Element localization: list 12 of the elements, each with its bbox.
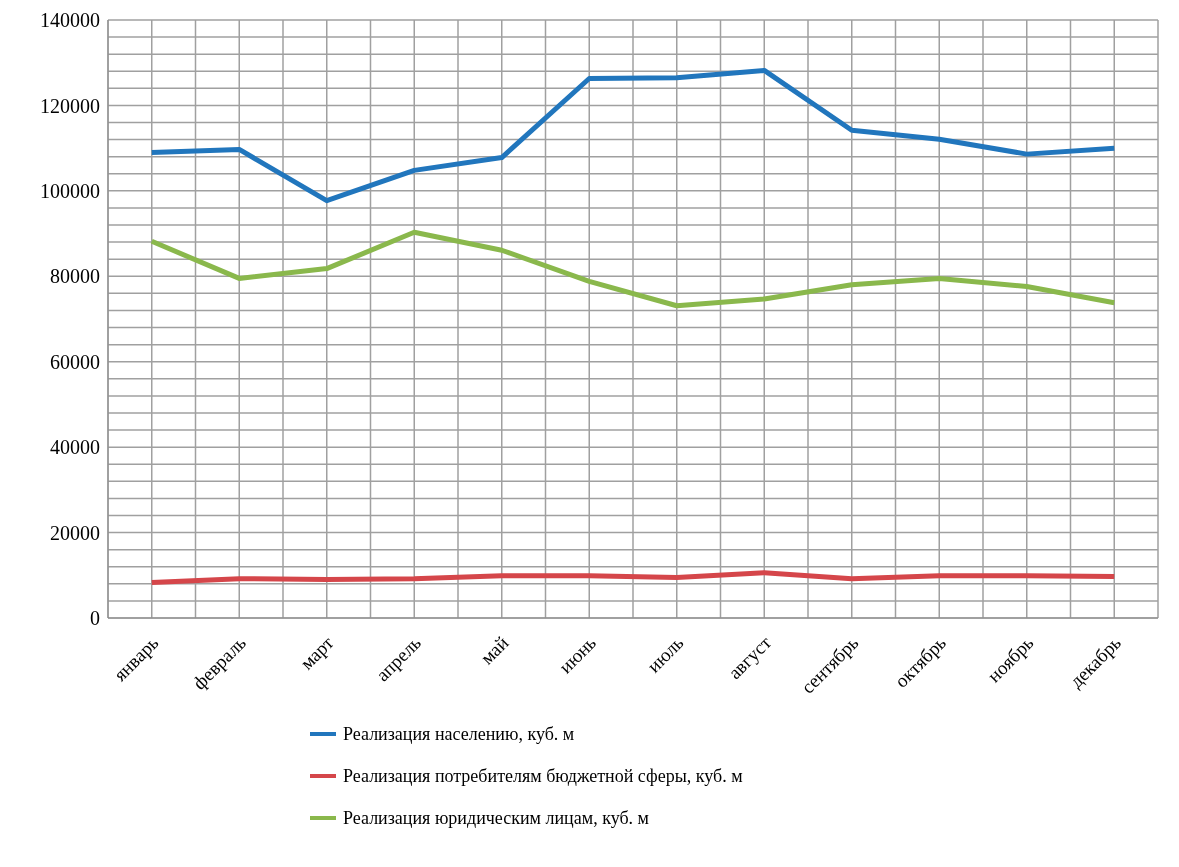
legend-label: Реализация потребителям бюджетной сферы, куб. м [343,765,743,787]
y-tick-label: 40000 [50,436,100,459]
y-tick-label: 80000 [50,265,100,288]
y-tick-label: 0 [90,607,100,630]
legend-label: Реализация юридическим лицам, куб. м [343,807,649,829]
y-tick-label: 100000 [40,179,100,202]
y-tick-label: 60000 [50,350,100,373]
y-tick-label: 20000 [50,521,100,544]
y-tick-label: 120000 [40,94,100,117]
y-tick-label: 140000 [40,9,100,32]
x-tick-label: май [476,631,513,669]
legend-label: Реализация населению, куб. м [343,723,575,745]
